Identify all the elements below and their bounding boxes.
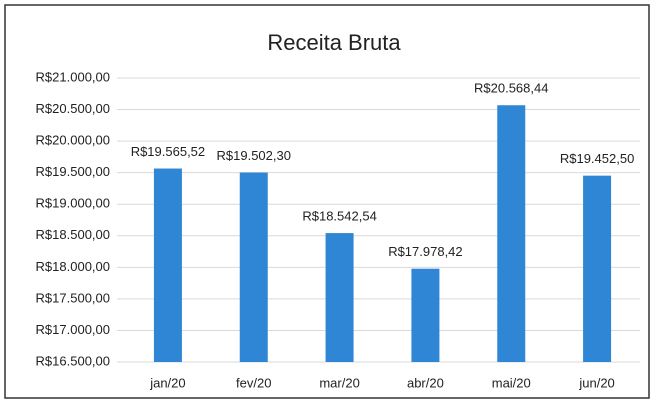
x-tick-label: mai/20 [492,375,531,390]
value-label: R$19.502,30 [217,148,291,163]
y-tick-label: R$20.000,00 [36,133,110,148]
y-tick-label: R$19.500,00 [36,164,110,179]
y-tick-label: R$20.500,00 [36,101,110,116]
x-tick-label: jan/20 [149,375,185,390]
x-tick-label: fev/20 [236,375,271,390]
value-label: R$18.542,54 [302,209,376,224]
y-tick-label: R$18.000,00 [36,259,110,274]
y-tick-label: R$17.000,00 [36,322,110,337]
value-label: R$17.978,42 [388,244,462,259]
value-label: R$19.452,50 [560,151,634,166]
y-tick-label: R$17.500,00 [36,290,110,305]
y-tick-label: R$18.500,00 [36,227,110,242]
value-label: R$20.568,44 [474,81,548,96]
y-tick-label: R$16.500,00 [36,353,110,368]
value-label: R$19.565,52 [131,144,205,159]
y-tick-label: R$21.000,00 [36,69,110,84]
y-tick-label: R$19.000,00 [36,196,110,211]
bar [239,172,268,362]
bar [411,268,440,362]
bar [325,233,354,362]
bar [153,168,182,362]
chart-title: Receita Bruta [267,30,401,55]
x-tick-label: abr/20 [407,375,444,390]
x-tick-label: mar/20 [319,375,359,390]
bar [583,175,612,362]
x-tick-label: jun/20 [578,375,614,390]
bar [497,105,526,362]
